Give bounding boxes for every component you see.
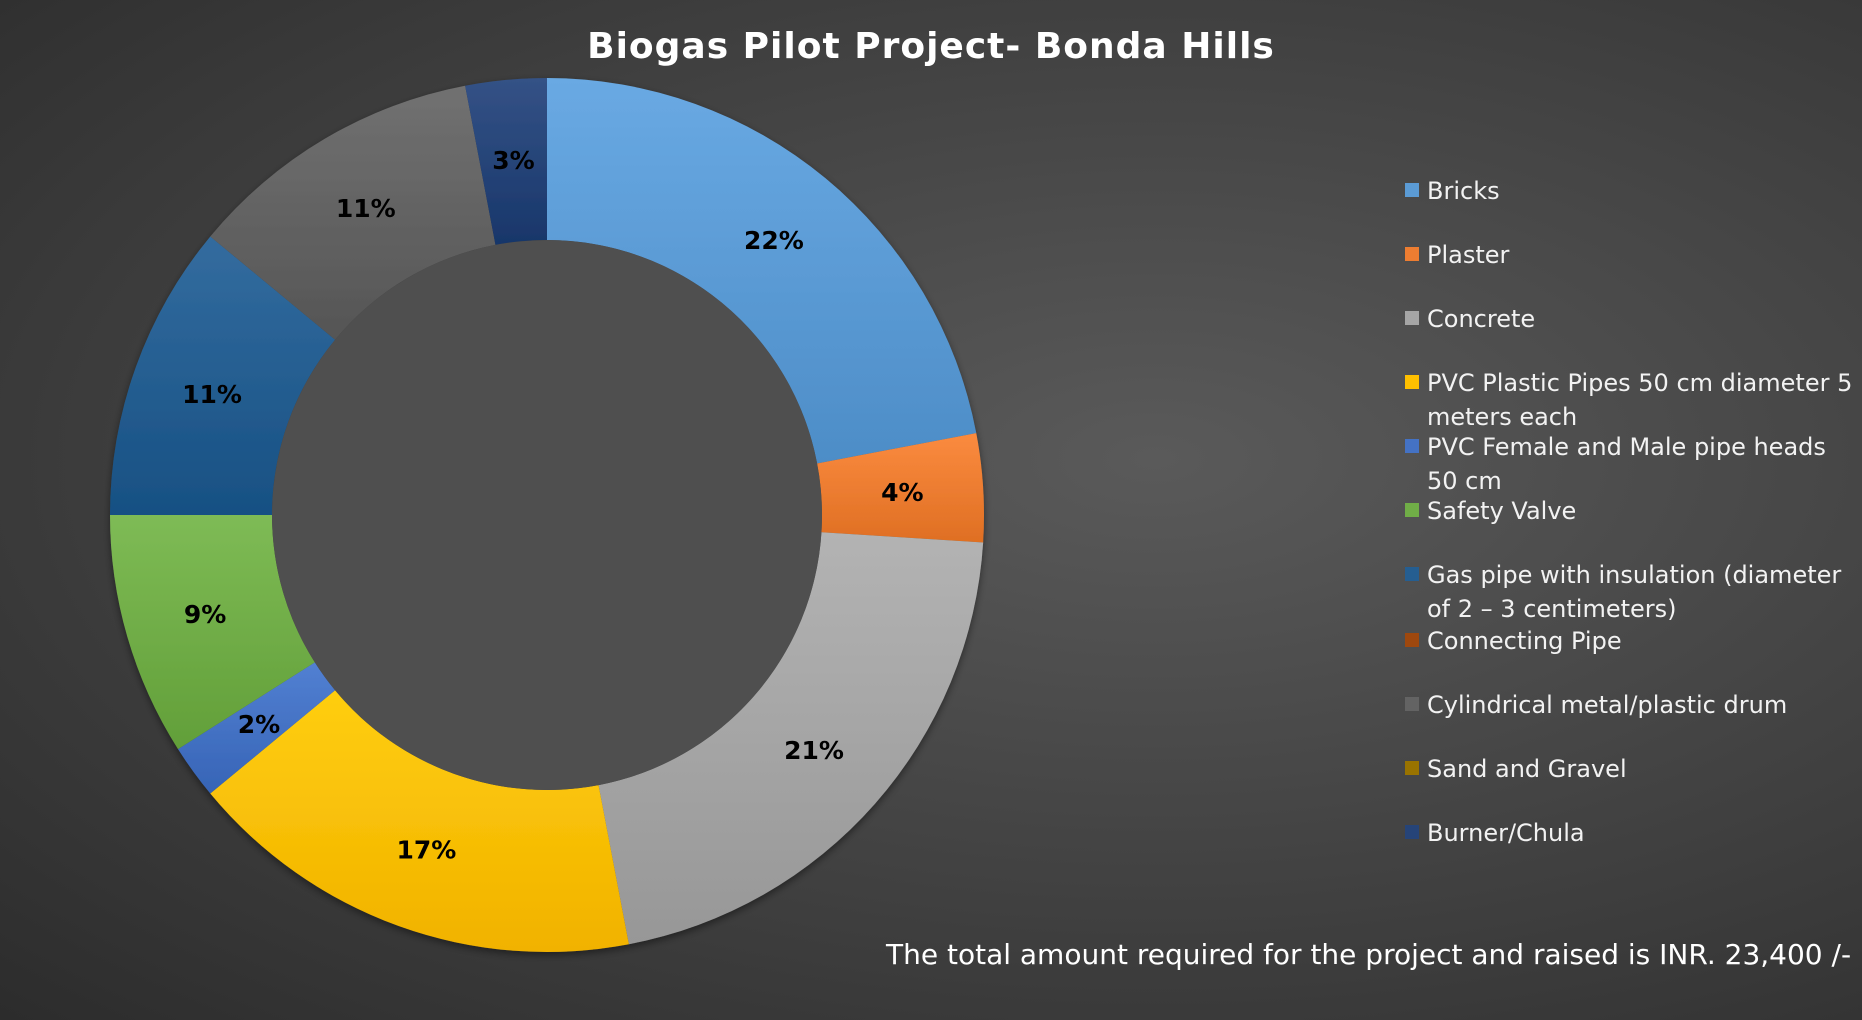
legend-label-gas-pipe-with-insulation-diameter-of-2-3-centimeters: Gas pipe with insulation (diameter of 2 … [1427,561,1842,623]
legend-item-safety-valve: Safety Valve [1405,494,1855,528]
donut-slice-concrete [598,532,984,945]
legend-label-bricks: Bricks [1427,177,1500,205]
legend-item-gas-pipe-with-insulation-diameter-of-2-3-centimeters: Gas pipe with insulation (diameter of 2 … [1405,558,1855,626]
legend-swatch-safety-valve [1405,503,1419,517]
donut-slices [110,78,984,952]
donut-slice-plaster [817,433,984,543]
donut-slice-burner-chula [465,78,547,245]
donut-data-labels: 22% 4% 21% 17% 2% 9% 11% 11% 3% [182,146,923,864]
donut-slice-gas-pipe-with-insulation-diameter-of-2-3-centimeters [110,236,336,515]
legend-item-bricks: Bricks [1405,174,1855,208]
data-label-concrete: 21% [784,736,844,765]
legend-label-safety-valve: Safety Valve [1427,497,1577,525]
legend-label-burner-chula: Burner/Chula [1427,819,1585,847]
legend-item-burner-chula: Burner/Chula [1405,816,1855,850]
legend-item-pvc-female-and-male-pipe-heads-50-cm: PVC Female and Male pipe heads 50 cm [1405,430,1855,498]
legend-item-concrete: Concrete [1405,302,1855,336]
donut-slice-bricks [547,78,977,464]
donut-slice-safety-valve [110,515,315,750]
legend-swatch-pvc-plastic-pipes-50-cm-diameter-5-meters-each [1405,375,1419,389]
legend-swatch-pvc-female-and-male-pipe-heads-50-cm [1405,439,1419,453]
legend-label-sand-and-gravel: Sand and Gravel [1427,755,1627,783]
donut-slice-cylindrical-metal-plastic-drum [210,85,496,340]
legend-swatch-burner-chula [1405,825,1419,839]
legend-swatch-cylindrical-metal-plastic-drum [1405,697,1419,711]
legend-label-concrete: Concrete [1427,305,1536,333]
legend-swatch-sand-and-gravel [1405,761,1419,775]
legend-swatch-connecting-pipe [1405,633,1419,647]
legend-label-cylindrical-metal-plastic-drum: Cylindrical metal/plastic drum [1427,691,1788,719]
legend-label-connecting-pipe: Connecting Pipe [1427,627,1622,655]
legend-item-sand-and-gravel: Sand and Gravel [1405,752,1855,786]
legend-swatch-concrete [1405,311,1419,325]
legend-swatch-bricks [1405,183,1419,197]
legend-label-plaster: Plaster [1427,241,1510,269]
data-label-pvc-female-and-male-pipe-heads-50-cm: 2% [238,710,280,739]
donut-slice-pvc-female-and-male-pipe-heads-50-cm [178,662,336,794]
legend-swatch-plaster [1405,247,1419,261]
data-label-gas-pipe-with-insulation-diameter-of-2-3-centimeters: 11% [182,380,242,409]
legend-label-pvc-female-and-male-pipe-heads-50-cm: PVC Female and Male pipe heads 50 cm [1427,433,1826,495]
legend-item-connecting-pipe: Connecting Pipe [1405,624,1855,658]
footnote-total-amount: The total amount required for the projec… [886,938,1852,971]
legend-item-cylindrical-metal-plastic-drum: Cylindrical metal/plastic drum [1405,688,1855,722]
legend-swatch-gas-pipe-with-insulation-diameter-of-2-3-centimeters [1405,567,1419,581]
data-label-burner-chula: 3% [492,146,534,175]
data-label-bricks: 22% [744,226,804,255]
legend-item-pvc-plastic-pipes-50-cm-diameter-5-meters-each: PVC Plastic Pipes 50 cm diameter 5 meter… [1405,366,1855,434]
chart-title: Biogas Pilot Project- Bonda Hills [587,26,1275,67]
legend-item-plaster: Plaster [1405,238,1855,272]
data-label-safety-valve: 9% [184,600,226,629]
legend-label-pvc-plastic-pipes-50-cm-diameter-5-meters-each: PVC Plastic Pipes 50 cm diameter 5 meter… [1427,369,1853,431]
donut-hole [272,240,822,790]
donut-slice-pvc-plastic-pipes-50-cm-diameter-5-meters-each [210,690,629,952]
data-label-plaster: 4% [881,478,923,507]
data-label-pvc-plastic-pipes-50-cm-diameter-5-meters-each: 17% [396,835,456,864]
data-label-cylindrical-metal-plastic-drum: 11% [336,194,396,223]
